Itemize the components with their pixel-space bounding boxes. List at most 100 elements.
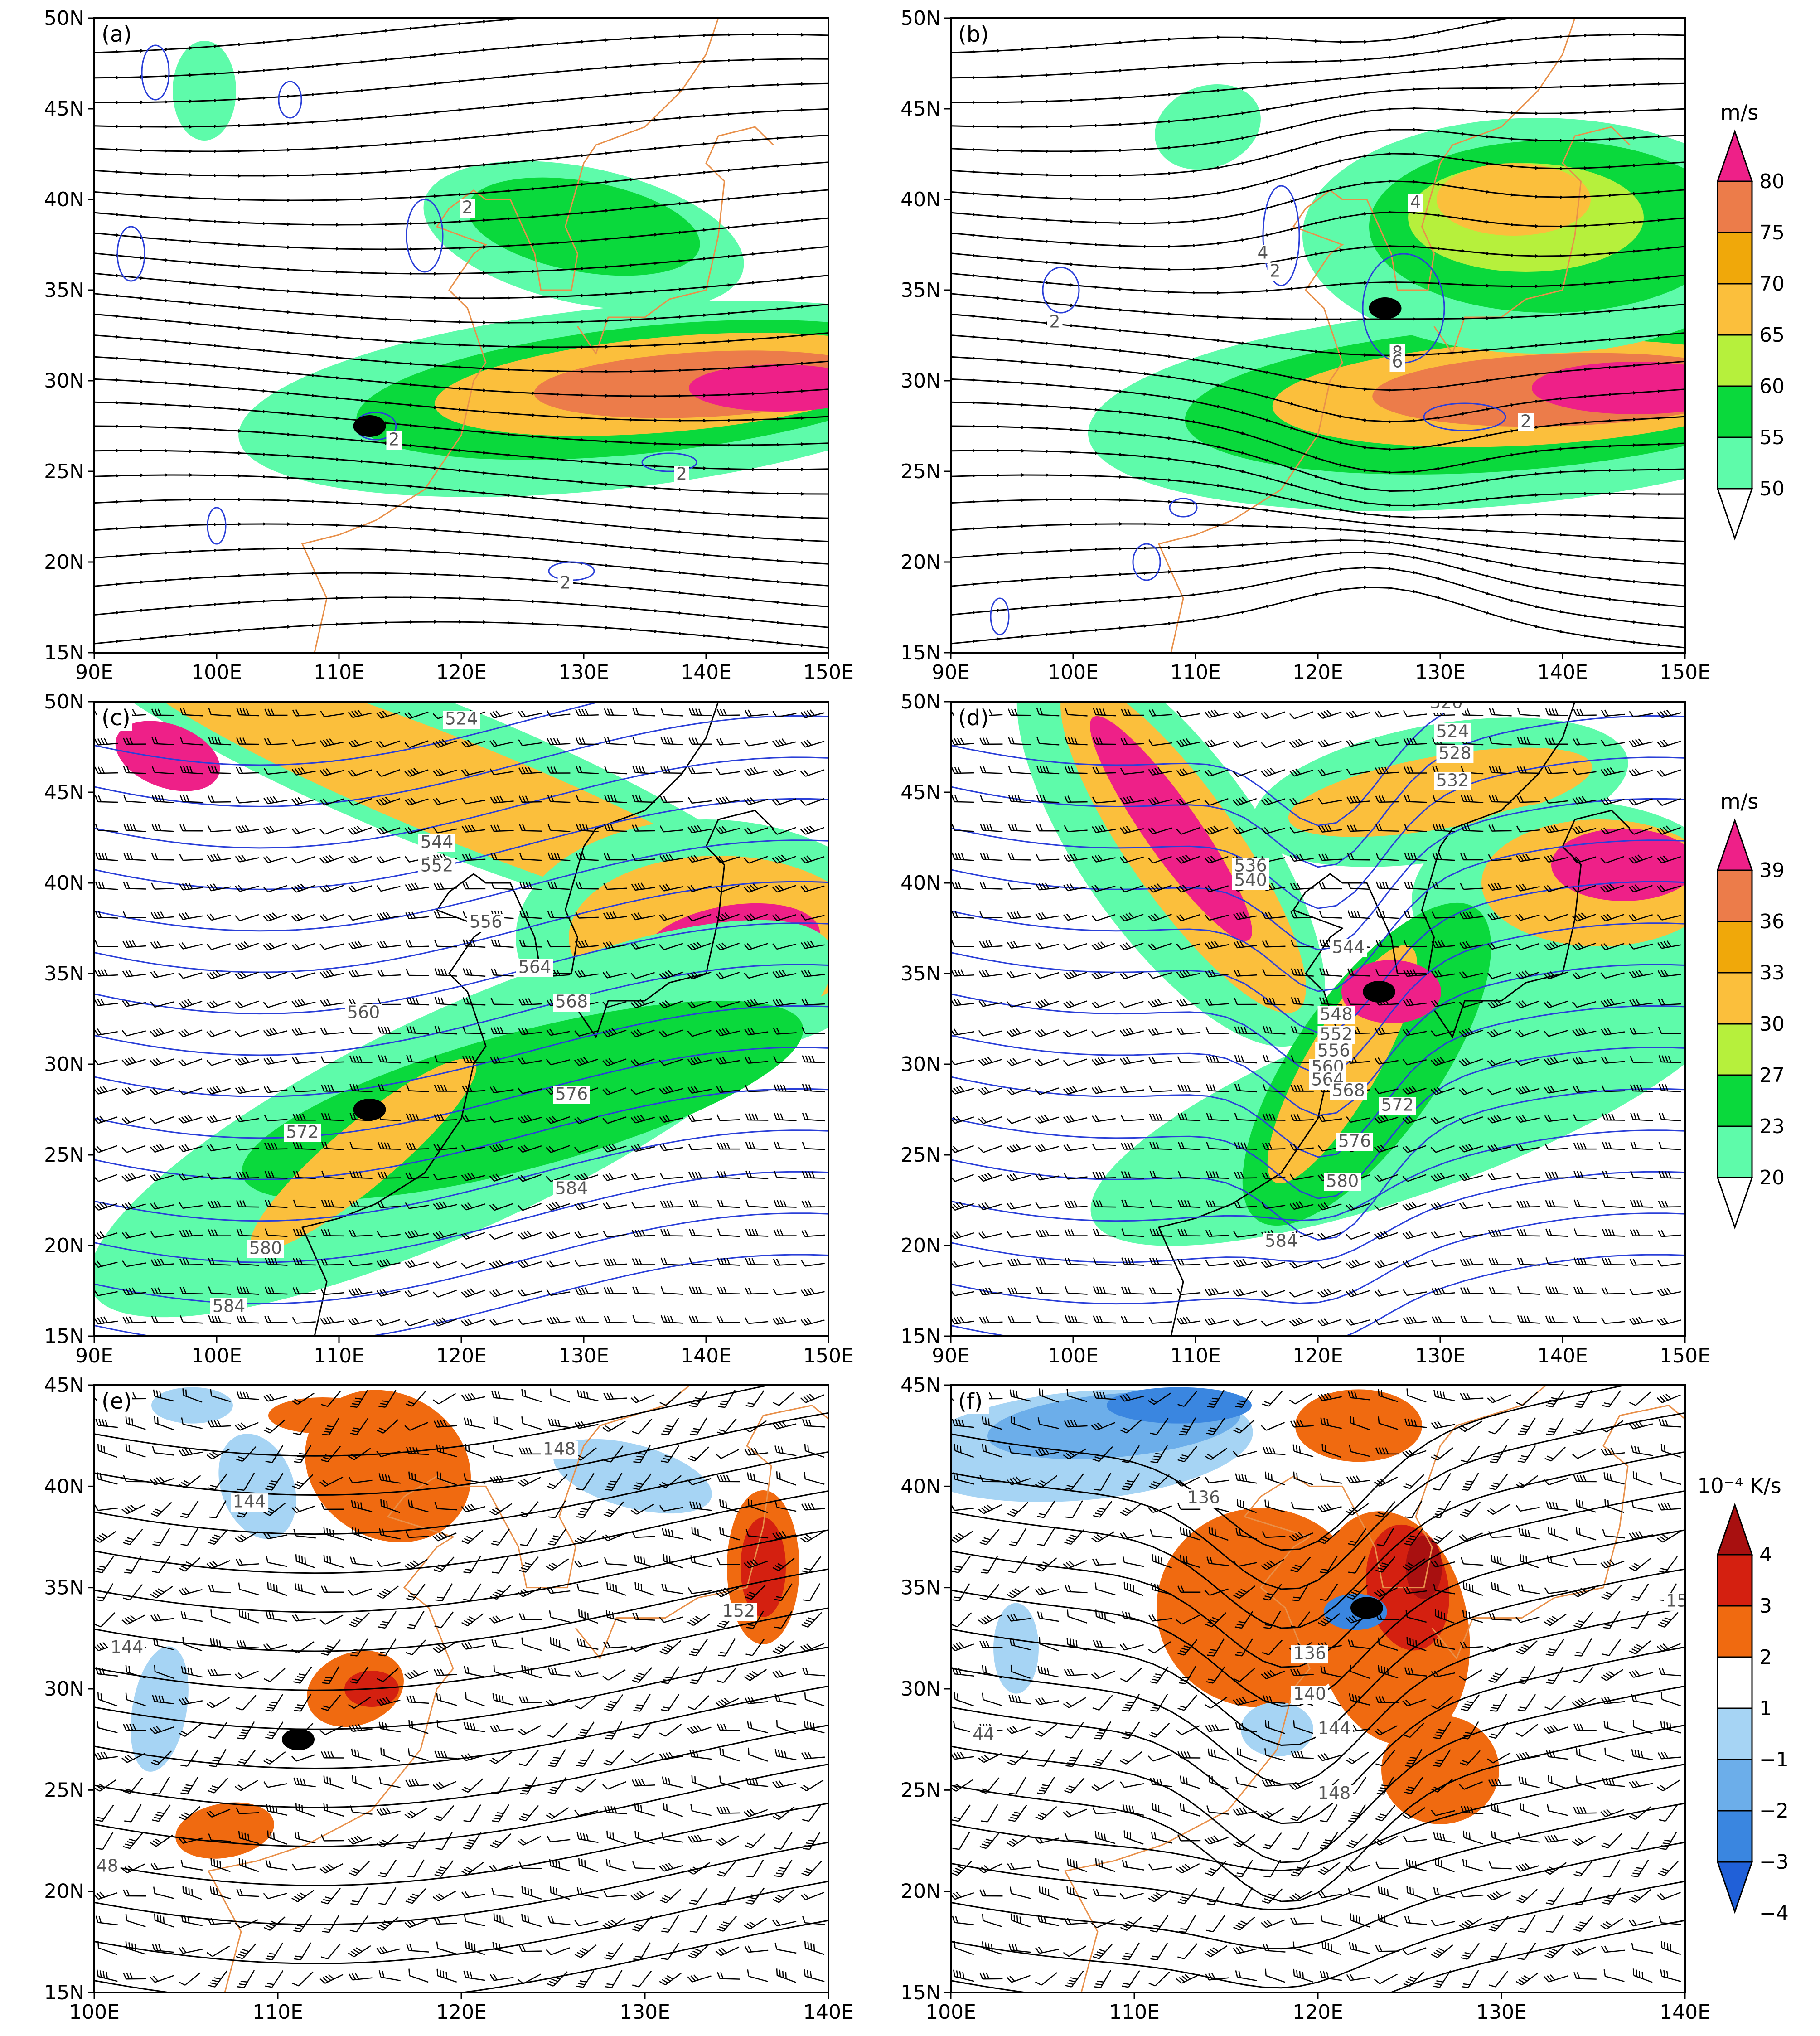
wind-barb bbox=[632, 1779, 655, 1786]
wind-barb bbox=[1346, 707, 1370, 719]
wind-barb bbox=[208, 1718, 227, 1740]
wind-barb bbox=[690, 1775, 713, 1789]
wind-barb bbox=[349, 1972, 372, 1980]
wind-barb bbox=[122, 1499, 145, 1515]
contour-line bbox=[951, 1803, 1685, 1910]
wind-barb bbox=[320, 909, 344, 922]
wind-barb bbox=[1403, 1198, 1426, 1211]
streamline bbox=[94, 622, 828, 648]
colorbar-segment bbox=[1718, 335, 1752, 386]
wind-barb bbox=[1403, 1286, 1427, 1296]
contour-label: 6 bbox=[1392, 352, 1403, 372]
contour-label: 136 bbox=[1187, 1488, 1220, 1508]
wind-barb bbox=[659, 1860, 683, 1872]
wind-barb bbox=[1092, 1914, 1115, 1929]
y-tick-label: 40N bbox=[44, 188, 84, 211]
wind-barb bbox=[320, 879, 344, 893]
wind-barb bbox=[95, 853, 118, 860]
wind-barb bbox=[745, 1315, 768, 1324]
wind-barb bbox=[745, 1884, 764, 1906]
wind-barb bbox=[1659, 1200, 1681, 1207]
wind-barb bbox=[265, 1860, 289, 1870]
colorbar-label: 20 bbox=[1759, 1166, 1785, 1189]
wind-barb bbox=[1065, 1718, 1084, 1740]
wind-barb bbox=[1007, 1198, 1031, 1209]
wind-barb bbox=[150, 1111, 174, 1125]
wind-barb bbox=[236, 1691, 256, 1712]
wind-barb bbox=[491, 1888, 514, 1897]
wind-barb bbox=[1629, 1777, 1653, 1788]
wind-barb bbox=[1177, 708, 1200, 717]
wind-barb bbox=[237, 1967, 254, 1990]
wind-barb bbox=[774, 1749, 798, 1760]
streamline bbox=[951, 59, 1685, 102]
streamline bbox=[94, 524, 828, 564]
wind-barb bbox=[1035, 1583, 1059, 1595]
wind-barb bbox=[774, 1258, 797, 1265]
wind-barb bbox=[1063, 1692, 1086, 1709]
wind-barb bbox=[490, 1474, 513, 1483]
wind-barb bbox=[292, 1612, 315, 1621]
wind-barb bbox=[774, 1943, 798, 1953]
wind-barb bbox=[1036, 1287, 1059, 1294]
contour-label: 524 bbox=[445, 709, 478, 729]
wind-barb bbox=[207, 1112, 231, 1123]
colorbar-label: 50 bbox=[1759, 477, 1785, 500]
wind-barb bbox=[1009, 1774, 1026, 1796]
wind-barb bbox=[1065, 1668, 1088, 1676]
wind-barb bbox=[520, 1774, 537, 1796]
wind-barb bbox=[320, 938, 344, 950]
wind-barb bbox=[952, 1970, 976, 1982]
y-tick-label: 45N bbox=[44, 97, 84, 121]
wind-barb bbox=[94, 1082, 117, 1095]
wind-barb bbox=[124, 1444, 148, 1457]
wind-barb bbox=[434, 1553, 454, 1574]
wind-barb bbox=[237, 1889, 260, 1896]
wind-barb bbox=[1318, 1256, 1341, 1269]
wind-barb bbox=[978, 1082, 1002, 1096]
wind-barb bbox=[321, 1026, 344, 1035]
wind-barb bbox=[952, 1916, 975, 1925]
contour-label: 564 bbox=[518, 957, 552, 977]
wind-barb bbox=[659, 1611, 683, 1623]
y-tick-label: 50N bbox=[900, 690, 941, 713]
wind-barb bbox=[1546, 1636, 1564, 1658]
wind-barb bbox=[518, 1582, 541, 1598]
wind-barb bbox=[746, 1387, 764, 1409]
contour-label: 572 bbox=[1381, 1095, 1414, 1115]
y-tick-label: 45N bbox=[900, 781, 941, 804]
wind-barb bbox=[518, 707, 542, 718]
wind-barb bbox=[547, 1833, 570, 1842]
wind-barb bbox=[236, 1083, 259, 1094]
wind-barb bbox=[265, 1967, 283, 1989]
wind-barb bbox=[575, 1257, 599, 1266]
wind-barb bbox=[320, 850, 344, 864]
wind-barb bbox=[1575, 1636, 1592, 1658]
wind-barb bbox=[264, 1638, 287, 1650]
wind-barb bbox=[490, 1314, 513, 1326]
wind-barb bbox=[802, 1056, 825, 1063]
divergence-contour bbox=[208, 508, 226, 544]
wind-barb bbox=[94, 1315, 117, 1324]
wind-barb bbox=[1205, 1474, 1229, 1483]
wind-barb bbox=[1602, 1829, 1622, 1850]
wind-barb bbox=[1517, 1286, 1540, 1294]
colorbar-bottom-triangle bbox=[1718, 1178, 1752, 1227]
panel-label: (c) bbox=[102, 705, 131, 731]
wind-barb bbox=[633, 708, 656, 716]
wind-barb bbox=[519, 1945, 542, 1952]
wind-barb bbox=[1602, 708, 1625, 717]
wind-barb bbox=[688, 1940, 709, 1960]
wind-barb bbox=[688, 1833, 712, 1842]
contour-label: 144 bbox=[233, 1492, 266, 1512]
wind-barb bbox=[1148, 996, 1172, 1007]
wind-barb bbox=[1178, 1803, 1202, 1816]
wind-barb bbox=[95, 882, 118, 889]
wind-barb bbox=[94, 1774, 116, 1793]
wind-barb bbox=[744, 1913, 767, 1930]
shade-area bbox=[151, 1387, 233, 1424]
wind-barb bbox=[661, 1691, 679, 1713]
